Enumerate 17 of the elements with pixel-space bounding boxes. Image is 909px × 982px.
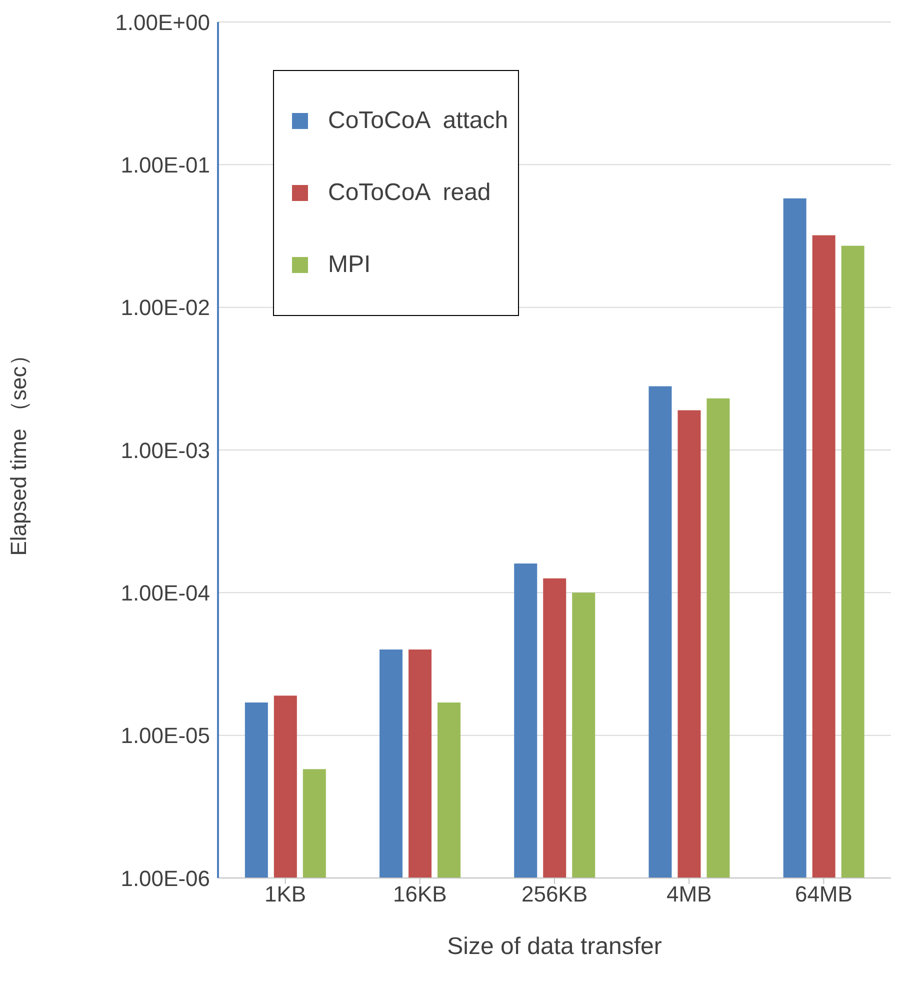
legend-label: CoToCoA attach <box>328 107 508 135</box>
x-axis-title: Size of data transfer <box>447 933 662 960</box>
y-tick-label: 1.00E-04 <box>120 580 210 606</box>
y-axis-title: Elapsed time （sec） <box>6 344 31 556</box>
legend-label: MPI <box>328 251 371 279</box>
x-tick-label: 1KB <box>264 882 306 907</box>
legend-label: CoToCoA read <box>328 179 491 207</box>
y-tick-label: 1.00E-01 <box>120 152 210 178</box>
y-tick-label: 1.00E-02 <box>120 295 210 320</box>
x-tick-label: 256KB <box>521 882 588 907</box>
y-tick-label: 1.00E+00 <box>115 10 210 35</box>
x-tick-label: 64MB <box>794 882 852 907</box>
y-tick-label: 1.00E-03 <box>120 438 210 463</box>
y-tick-label: 1.00E-06 <box>120 866 210 891</box>
y-tick-label: 1.00E-05 <box>120 723 210 748</box>
x-tick-label: 4MB <box>666 882 712 907</box>
x-tick-label: 16KB <box>392 882 447 907</box>
